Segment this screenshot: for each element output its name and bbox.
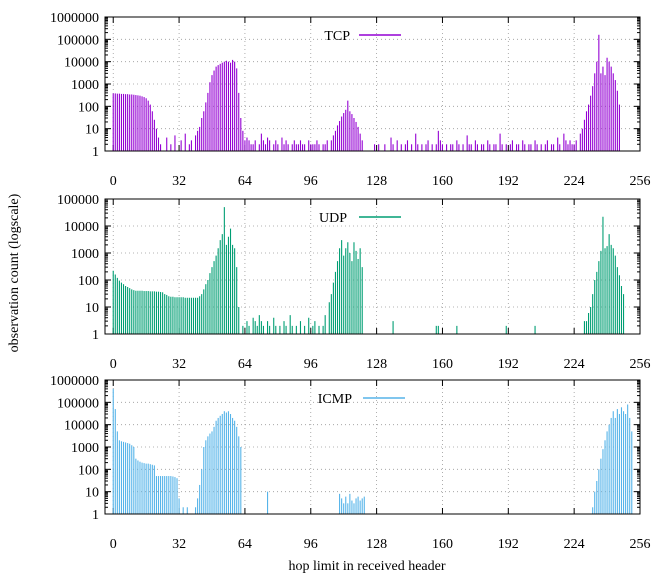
x-tick-label: 32 (172, 357, 186, 372)
x-tick-label: 192 (498, 537, 519, 552)
y-tick-label: 1000 (71, 247, 99, 262)
y-axis-title: observation count (logscale) (7, 193, 22, 352)
x-tick-label: 64 (238, 357, 252, 372)
y-tick-label: 10 (85, 486, 99, 501)
y-tick-label: 1000 (71, 78, 99, 93)
x-tick-label: 224 (564, 357, 585, 372)
y-tick-label: 10 (85, 301, 99, 316)
x-tick-label: 224 (564, 537, 585, 552)
x-tick-label: 128 (366, 537, 387, 552)
y-tick-label: 1 (92, 508, 99, 523)
y-tick-label: 1 (92, 145, 99, 160)
x-tick-label: 0 (110, 357, 117, 372)
x-tick-label: 160 (432, 357, 453, 372)
x-tick-label: 32 (172, 174, 186, 189)
y-tick-label: 10000 (64, 220, 99, 235)
legend-label: ICMP (318, 392, 352, 407)
x-tick-label: 192 (498, 174, 519, 189)
y-tick-label: 100 (78, 463, 99, 478)
plot-frame (104, 379, 641, 515)
x-tick-label: 224 (564, 174, 585, 189)
panel-icmp: 1 10 100 1000 10000 100000 1000000 0 32 64 96 128 16… (50, 374, 651, 552)
x-tick-label: 32 (172, 537, 186, 552)
y-tick-label: 10000 (64, 56, 99, 71)
x-tick-label: 256 (630, 174, 651, 189)
y-tick-label: 100000 (57, 193, 99, 208)
x-tick-label: 64 (238, 174, 252, 189)
plot-frame (104, 16, 641, 152)
x-tick-label: 0 (110, 537, 117, 552)
legend-label: UDP (319, 211, 347, 226)
x-tick-label: 256 (630, 537, 651, 552)
x-tick-label: 160 (432, 537, 453, 552)
x-tick-label: 96 (304, 174, 318, 189)
x-tick-label: 128 (366, 174, 387, 189)
x-tick-label: 192 (498, 357, 519, 372)
y-tick-label: 100 (78, 274, 99, 289)
legend-label: TCP (324, 29, 350, 44)
y-tick-label: 1000000 (50, 374, 99, 389)
x-tick-label: 160 (432, 174, 453, 189)
y-tick-label: 1000000 (50, 11, 99, 26)
plot-frame (104, 198, 641, 335)
y-tick-label: 100000 (57, 33, 99, 48)
y-tick-label: 1 (92, 328, 99, 343)
y-tick-label: 100 (78, 100, 99, 115)
x-tick-label: 256 (630, 357, 651, 372)
y-tick-label: 10000 (64, 419, 99, 434)
panel-udp: 1 10 100 1000 10000 100000 0 32 64 96 128 160 192 224… (57, 193, 651, 372)
x-tick-label: 96 (304, 357, 318, 372)
x-axis-title: hop limit in received header (288, 559, 445, 574)
y-tick-label: 10 (85, 123, 99, 138)
x-tick-label: 0 (110, 174, 117, 189)
x-tick-label: 64 (238, 537, 252, 552)
x-tick-label: 128 (366, 357, 387, 372)
y-tick-label: 100000 (57, 396, 99, 411)
y-tick-label: 1000 (71, 441, 99, 456)
x-tick-label: 96 (304, 537, 318, 552)
panel-tcp: 1 10 100 1000 10000 100000 1000000 0 32 64 96 128 16… (50, 11, 651, 189)
